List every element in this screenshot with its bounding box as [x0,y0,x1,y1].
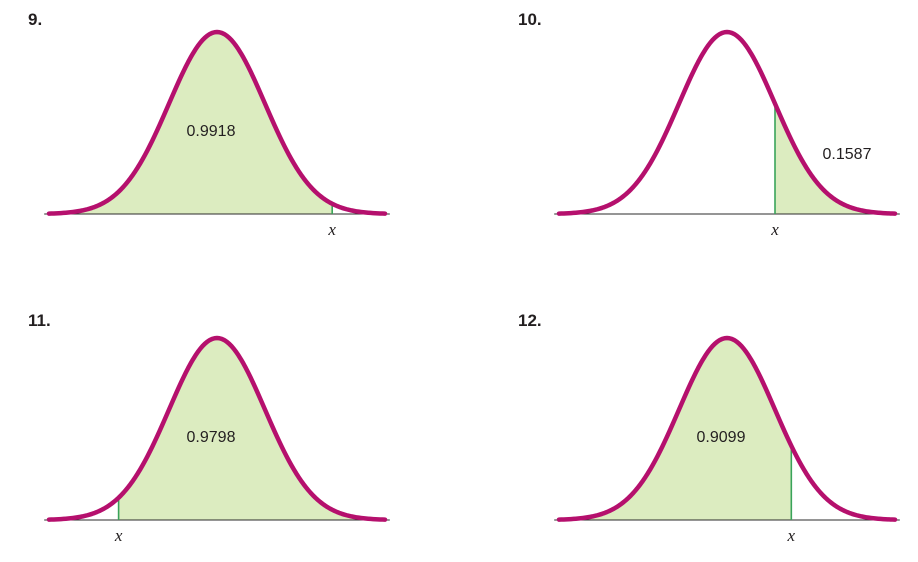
x-axis-label: x [770,220,779,239]
normal-curve-chart-9: 0.9918 x [44,29,390,239]
area-value-label: 0.1587 [823,146,872,163]
normal-curve-chart-10: 0.1587 x [554,29,900,239]
problem-number-12: 12. [518,311,542,330]
panel-problem-12: 12. 0.9099 x [459,281,918,562]
bell-curve-path [46,29,388,216]
bell-curve-path [46,335,388,522]
panel-problem-9: 9. 0.9918 x [0,0,459,281]
area-value-label: 0.9099 [697,429,746,446]
problem-number-9: 9. [28,10,43,29]
panel-problem-10: 10. 0.1587 x [459,0,918,281]
area-value-label: 0.9798 [187,429,236,446]
normal-curve-chart-11: 0.9798 x [44,335,390,545]
bell-curve-path [556,335,898,522]
bell-curve-path [556,29,898,216]
shaded-area [118,338,385,520]
problem-number-10: 10. [518,10,542,29]
shaded-area [49,32,333,214]
panel-problem-11: 11. 0.9798 x [0,281,459,562]
normal-curve-chart-12: 0.9099 x [554,335,900,545]
area-value-label: 0.9918 [187,123,236,140]
shaded-area [559,338,792,520]
problem-number-11: 11. [28,311,51,330]
x-axis-label: x [787,526,796,545]
shaded-area [775,103,895,214]
x-axis-label: x [327,220,336,239]
x-axis-label: x [114,526,123,545]
